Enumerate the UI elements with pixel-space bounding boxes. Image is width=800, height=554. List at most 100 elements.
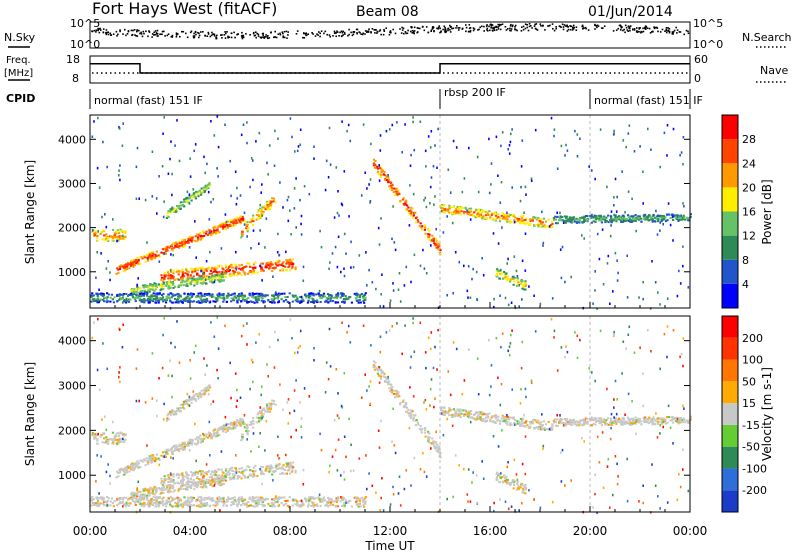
power-echo	[458, 206, 461, 209]
power-echo	[326, 293, 330, 296]
velocity-echo	[190, 401, 193, 404]
power-echo	[206, 233, 209, 236]
power-speckle	[410, 153, 412, 157]
power-echo	[508, 215, 511, 218]
power-echo	[112, 239, 115, 242]
power-echo	[266, 206, 269, 208]
velocity-echo	[179, 486, 182, 489]
power-echo	[514, 216, 517, 219]
power-echo	[516, 283, 520, 286]
power-echo	[512, 277, 515, 280]
power-echo	[355, 297, 358, 299]
power-echo	[179, 207, 182, 210]
noise-sample	[273, 36, 275, 39]
velocity-echo	[126, 466, 129, 469]
velocity-echo	[154, 490, 157, 493]
power-speckle	[246, 121, 248, 124]
noise-sample	[667, 27, 669, 29]
power-echo	[252, 294, 255, 297]
power-speckle	[588, 165, 590, 168]
power-echo	[343, 300, 346, 303]
power-color-step	[722, 115, 738, 140]
noise-sample	[490, 25, 493, 27]
power-speckle	[144, 198, 147, 202]
power-echo	[431, 239, 434, 242]
velocity-echo	[199, 483, 202, 485]
power-echo	[405, 200, 408, 203]
power-echo	[520, 217, 524, 220]
power-speckle	[401, 151, 403, 154]
power-echo	[575, 221, 578, 224]
power-echo	[264, 294, 267, 297]
power-echo	[214, 226, 217, 229]
power-echo	[187, 241, 190, 244]
noise-sample	[133, 29, 136, 31]
velocity-echo	[217, 479, 220, 482]
noise-sample	[439, 31, 441, 34]
power-echo	[233, 222, 236, 225]
power-echo	[117, 268, 120, 271]
power-echo	[156, 300, 160, 303]
power-echo	[673, 215, 676, 218]
power-speckle	[551, 297, 554, 300]
power-echo	[226, 226, 229, 229]
power-echo	[661, 216, 664, 219]
power-echo	[103, 229, 106, 232]
power-echo	[494, 214, 498, 217]
power-speckle	[508, 152, 511, 155]
power-echo	[120, 298, 123, 301]
power-echo	[248, 292, 251, 295]
noise-sample	[329, 35, 331, 38]
power-echo	[272, 197, 276, 200]
noise-sample	[569, 28, 572, 31]
velocity-echo	[123, 440, 126, 443]
station-title: Fort Hays West (fitACF)	[92, 0, 277, 18]
power-speckle	[507, 303, 510, 307]
power-echo	[123, 299, 126, 301]
power-echo	[391, 184, 394, 187]
power-echo	[179, 294, 182, 297]
power-echo	[191, 277, 194, 280]
noise-sample	[265, 34, 267, 36]
power-echo	[259, 207, 262, 210]
noise-sample	[91, 30, 94, 33]
power-echo	[534, 223, 537, 226]
velocity-echo	[494, 415, 497, 418]
power-echo	[242, 219, 245, 222]
noise-sample	[352, 31, 354, 33]
power-speckle	[225, 220, 228, 224]
velocity-echo	[510, 423, 513, 426]
power-echo	[227, 294, 231, 297]
velocity-echo	[201, 438, 204, 441]
velocity-echo	[260, 465, 263, 468]
power-colorbar-tick: 28	[742, 133, 756, 146]
velocity-echo	[215, 477, 218, 480]
power-echo	[217, 225, 220, 227]
power-echo	[159, 297, 162, 299]
velocity-echo	[219, 477, 222, 480]
noise-sample	[509, 27, 511, 30]
velocity-echo	[159, 488, 162, 491]
velocity-echo	[167, 484, 170, 487]
velocity-echo	[176, 407, 179, 410]
noise-sample	[348, 33, 350, 36]
power-speckle	[250, 247, 252, 250]
power-echo	[144, 284, 147, 287]
power-speckle	[246, 235, 248, 238]
power-echo	[193, 284, 196, 287]
power-speckle	[539, 302, 542, 306]
power-echo	[312, 293, 315, 296]
noise-sample	[373, 29, 376, 31]
power-echo	[222, 279, 225, 282]
velocity-echo	[229, 421, 232, 424]
power-echo	[153, 282, 156, 285]
power-echo	[178, 204, 181, 207]
power-echo	[310, 292, 313, 295]
power-echo	[233, 292, 236, 295]
velocity-echo	[201, 486, 204, 489]
noise-sample	[521, 26, 523, 28]
power-echo	[504, 213, 507, 216]
velocity-echo	[136, 489, 139, 492]
velocity-echo	[252, 422, 255, 425]
power-echo	[249, 266, 252, 268]
